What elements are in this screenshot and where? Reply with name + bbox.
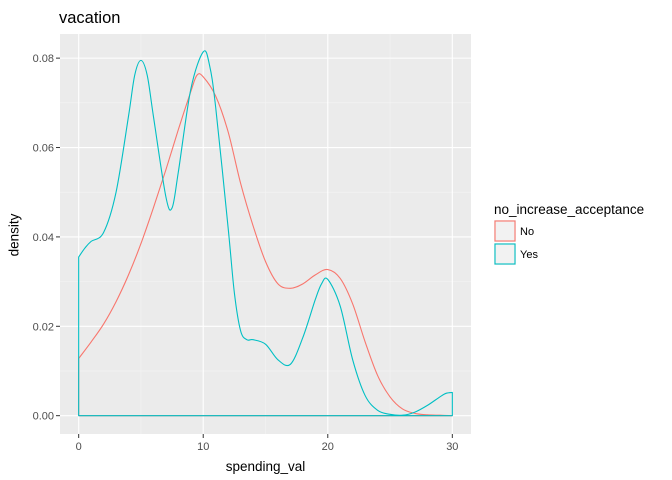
x-tick-label: 20 [322,441,334,453]
x-tick-label: 30 [446,441,458,453]
legend-key-yes [494,243,516,265]
legend-key-background [494,243,516,265]
x-axis-title: spending_val [226,459,306,474]
y-tick-label: 0.06 [33,143,54,155]
minor-gridlines [60,34,471,434]
y-tick-label: 0.02 [33,321,54,333]
y-tick-label: 0.04 [33,232,54,244]
legend: no_increase_acceptance No Yes [494,202,644,265]
legend-key-no [494,220,516,242]
density-line-no [78,73,453,417]
legend-label-no: No [520,226,534,238]
x-axis: 0 10 20 30 [76,434,458,453]
legend-key-background [494,220,516,242]
legend-title: no_increase_acceptance [494,202,644,217]
x-tick-label: 10 [197,441,209,453]
y-axis: 0.00 0.02 0.04 0.06 0.08 [33,53,60,423]
density-line-yes [78,50,453,417]
y-tick-label: 0.08 [33,53,54,65]
y-axis-title: density [7,213,22,256]
chart-title: vacation [59,9,120,27]
x-tick-label: 0 [76,441,82,453]
density-series [78,50,453,417]
legend-label-yes: Yes [520,249,538,261]
y-tick-label: 0.00 [33,411,54,423]
